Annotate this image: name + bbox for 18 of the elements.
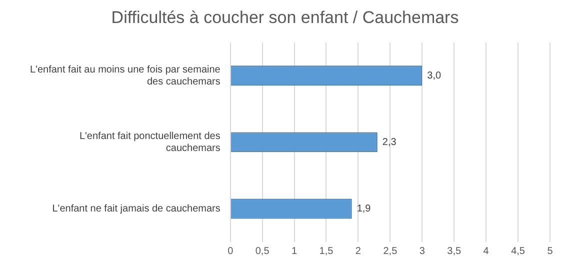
x-tick-label: 2 [355,246,362,257]
x-tick-label: 0,5 [255,246,270,257]
x-tick-label: 5 [547,246,554,257]
data-label: 1,9 [356,203,372,214]
chart-title: Difficultés à coucher son enfant / Cauchemars [111,8,459,27]
x-tick-label: 3 [419,246,426,257]
data-label: 3,0 [427,70,442,82]
y-tick-label: L'enfant fait au moins une fois par semaine des cauchemars [30,64,221,88]
y-tick-label: L'enfant ne fait jamais de cauchemars [52,203,220,214]
x-tick-label: 1 [292,246,298,257]
x-tick-label: 4,5 [511,246,526,257]
x-tick-label: 4 [483,246,490,257]
y-tick-label: L'enfant fait ponctuellement des cauchemars [79,130,220,154]
x-tick-label: 1,5 [319,246,334,257]
x-tick-label: 0 [228,246,234,257]
x-tick-label: 3,5 [447,246,462,257]
data-label: 2,3 [382,136,397,148]
x-tick-label: 2,5 [383,246,398,257]
